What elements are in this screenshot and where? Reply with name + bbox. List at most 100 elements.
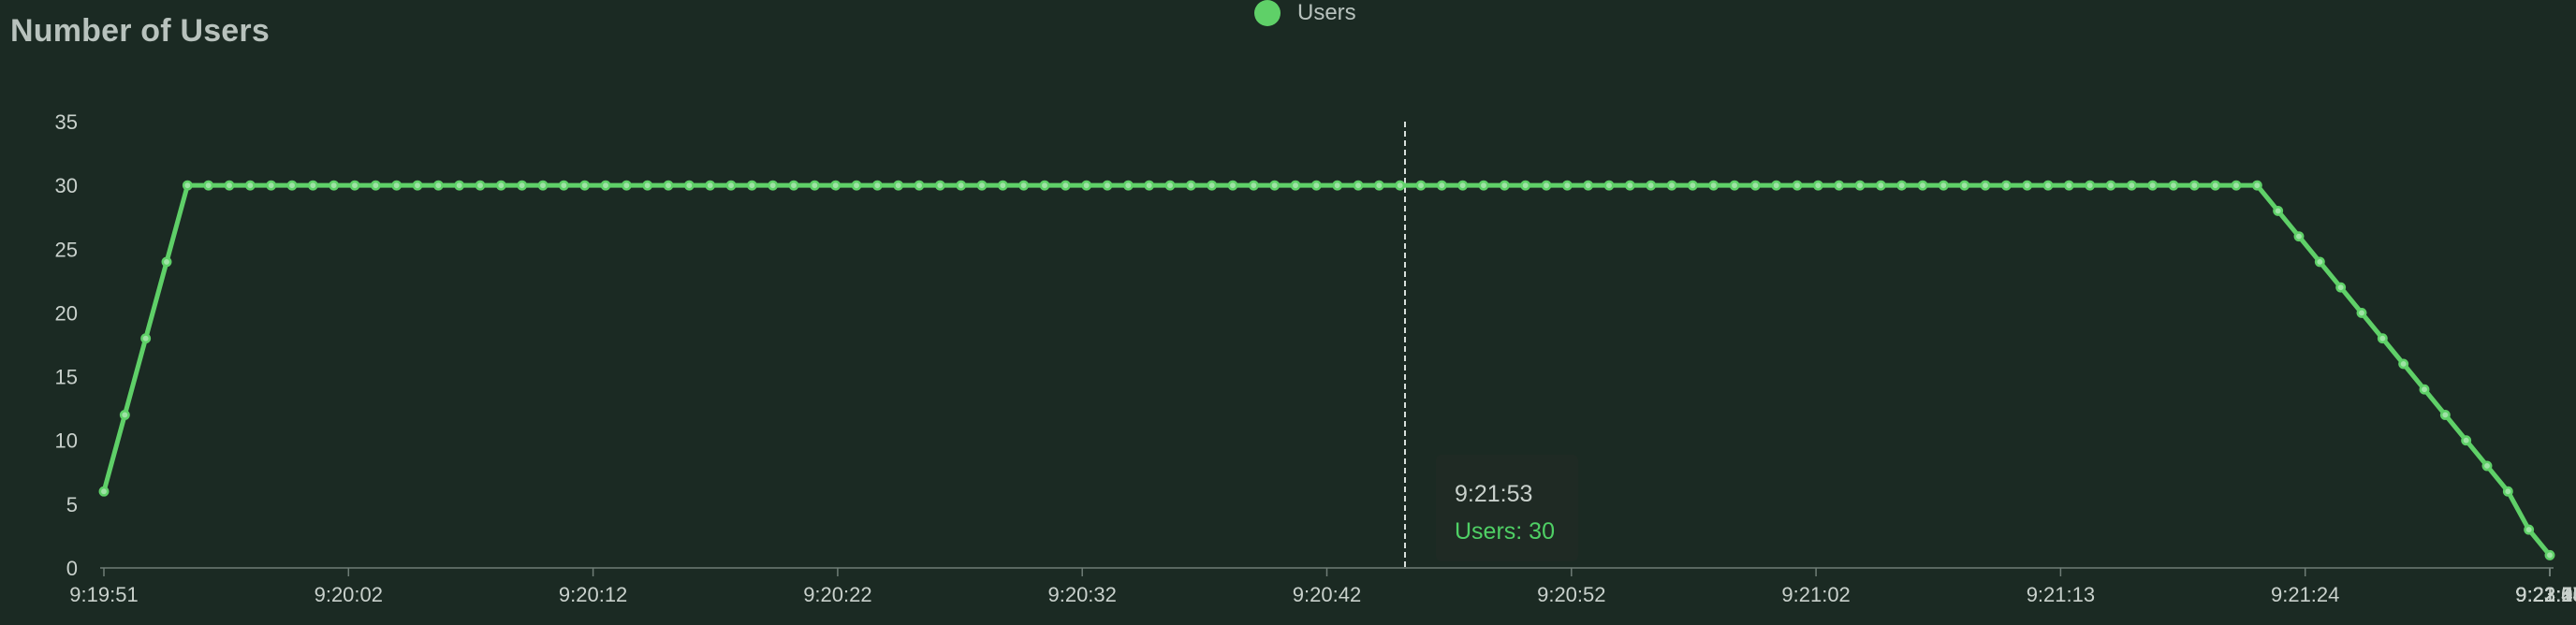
series-users: [98, 180, 2555, 560]
data-point: [2439, 410, 2451, 420]
data-point: [1102, 180, 1113, 191]
data-point: [2126, 180, 2137, 191]
data-point: [1561, 180, 1573, 191]
x-tick-label: 9:20:02: [315, 583, 383, 606]
data-point: [475, 180, 486, 191]
data-point: [2085, 180, 2096, 191]
data-point: [2022, 180, 2033, 191]
tooltip: 9:21:53 Users: 30: [1436, 455, 1578, 561]
x-tick-label: 9:22:36: [2515, 583, 2576, 606]
data-point: [2419, 384, 2430, 395]
data-point: [203, 180, 214, 191]
x-tick-label: 9:20:52: [1537, 583, 1605, 606]
data-point: [1499, 180, 1510, 191]
x-tick-label: 9:23:07: [2515, 583, 2576, 606]
data-point: [2502, 486, 2513, 497]
data-point: [1018, 180, 1030, 191]
data-point: [1812, 180, 1823, 191]
data-point: [809, 180, 820, 191]
x-tick-label: 9:21:45: [2515, 583, 2576, 606]
data-point: [1353, 180, 1364, 191]
data-point: [2105, 180, 2116, 191]
x-tick-label: 9:22:46: [2515, 583, 2576, 606]
data-point: [1290, 180, 1301, 191]
data-point: [2293, 231, 2305, 242]
tooltip-value: Users: 30: [1455, 518, 1555, 545]
data-point: [1959, 180, 1970, 191]
data-point: [1541, 180, 1552, 191]
data-point: [244, 180, 256, 191]
data-point: [1854, 180, 1866, 191]
data-point: [2335, 282, 2347, 293]
data-point: [391, 180, 402, 191]
data-point: [2231, 180, 2242, 191]
data-point: [161, 256, 172, 268]
data-point: [307, 180, 318, 191]
y-axis: 0 5 10 15 20 25 30 35: [55, 110, 78, 580]
x-tick-label: 9:20:42: [1293, 583, 1361, 606]
data-point: [266, 180, 277, 191]
data-point: [2481, 460, 2493, 472]
data-point: [224, 180, 235, 191]
data-point: [914, 180, 925, 191]
data-point: [517, 180, 528, 191]
data-point: [1646, 180, 1657, 191]
data-point: [1980, 180, 1991, 191]
y-tick-label: 10: [55, 429, 78, 453]
y-tick-label: 30: [55, 174, 78, 197]
data-point: [1708, 180, 1720, 191]
data-point: [537, 180, 549, 191]
x-tick-label: 9:22:26: [2515, 583, 2576, 606]
y-tick-label: 20: [55, 301, 78, 325]
data-point: [683, 180, 695, 191]
data-point: [412, 180, 423, 191]
data-point: [1457, 180, 1469, 191]
x-tick-label: 9:20:32: [1047, 583, 1116, 606]
data-point: [1624, 180, 1635, 191]
series-line-users: [101, 182, 2553, 558]
data-point: [2524, 524, 2535, 535]
data-point: [1917, 180, 1928, 191]
data-point: [1436, 180, 1447, 191]
data-point: [2210, 180, 2221, 191]
data-point: [432, 180, 444, 191]
data-point: [2188, 180, 2200, 191]
data-point: [956, 180, 967, 191]
data-point: [2063, 180, 2074, 191]
data-point: [2273, 205, 2284, 216]
data-point: [1520, 180, 1531, 191]
data-point: [349, 180, 360, 191]
data-point: [642, 180, 653, 191]
x-tick-label: 9:21:02: [1781, 583, 1850, 606]
y-tick-label: 0: [66, 557, 78, 580]
data-point: [621, 180, 632, 191]
data-point: [2168, 180, 2179, 191]
data-point: [600, 180, 611, 191]
x-tick-label: 9:22:05: [2515, 583, 2576, 606]
data-point: [454, 180, 465, 191]
x-tick-label: 9:23:17: [2515, 583, 2576, 606]
data-point: [2251, 180, 2262, 191]
data-point: [788, 180, 799, 191]
data-point: [934, 180, 945, 191]
data-point: [976, 180, 988, 191]
data-point: [98, 486, 110, 497]
data-point: [2147, 180, 2159, 191]
x-tick-label: 9:20:12: [559, 583, 627, 606]
legend[interactable]: Users: [1254, 0, 1356, 26]
y-tick-label: 35: [55, 110, 78, 134]
x-tick-label: 9:21:34: [2515, 583, 2576, 606]
data-point: [663, 180, 674, 191]
data-point: [2314, 256, 2325, 268]
x-tick-label: 9:19:51: [69, 583, 138, 606]
x-tick-label: 9:23:27: [2515, 583, 2576, 606]
data-point: [1666, 180, 1677, 191]
data-point: [329, 180, 340, 191]
data-point: [495, 180, 506, 191]
x-axis: 9:19:51 9:20:02 9:20:12 9:20:22 9:20:32 9:20:…: [69, 567, 2576, 606]
data-point: [1144, 180, 1155, 191]
data-point: [1875, 180, 1886, 191]
data-point: [182, 180, 193, 191]
data-point: [2461, 435, 2472, 446]
